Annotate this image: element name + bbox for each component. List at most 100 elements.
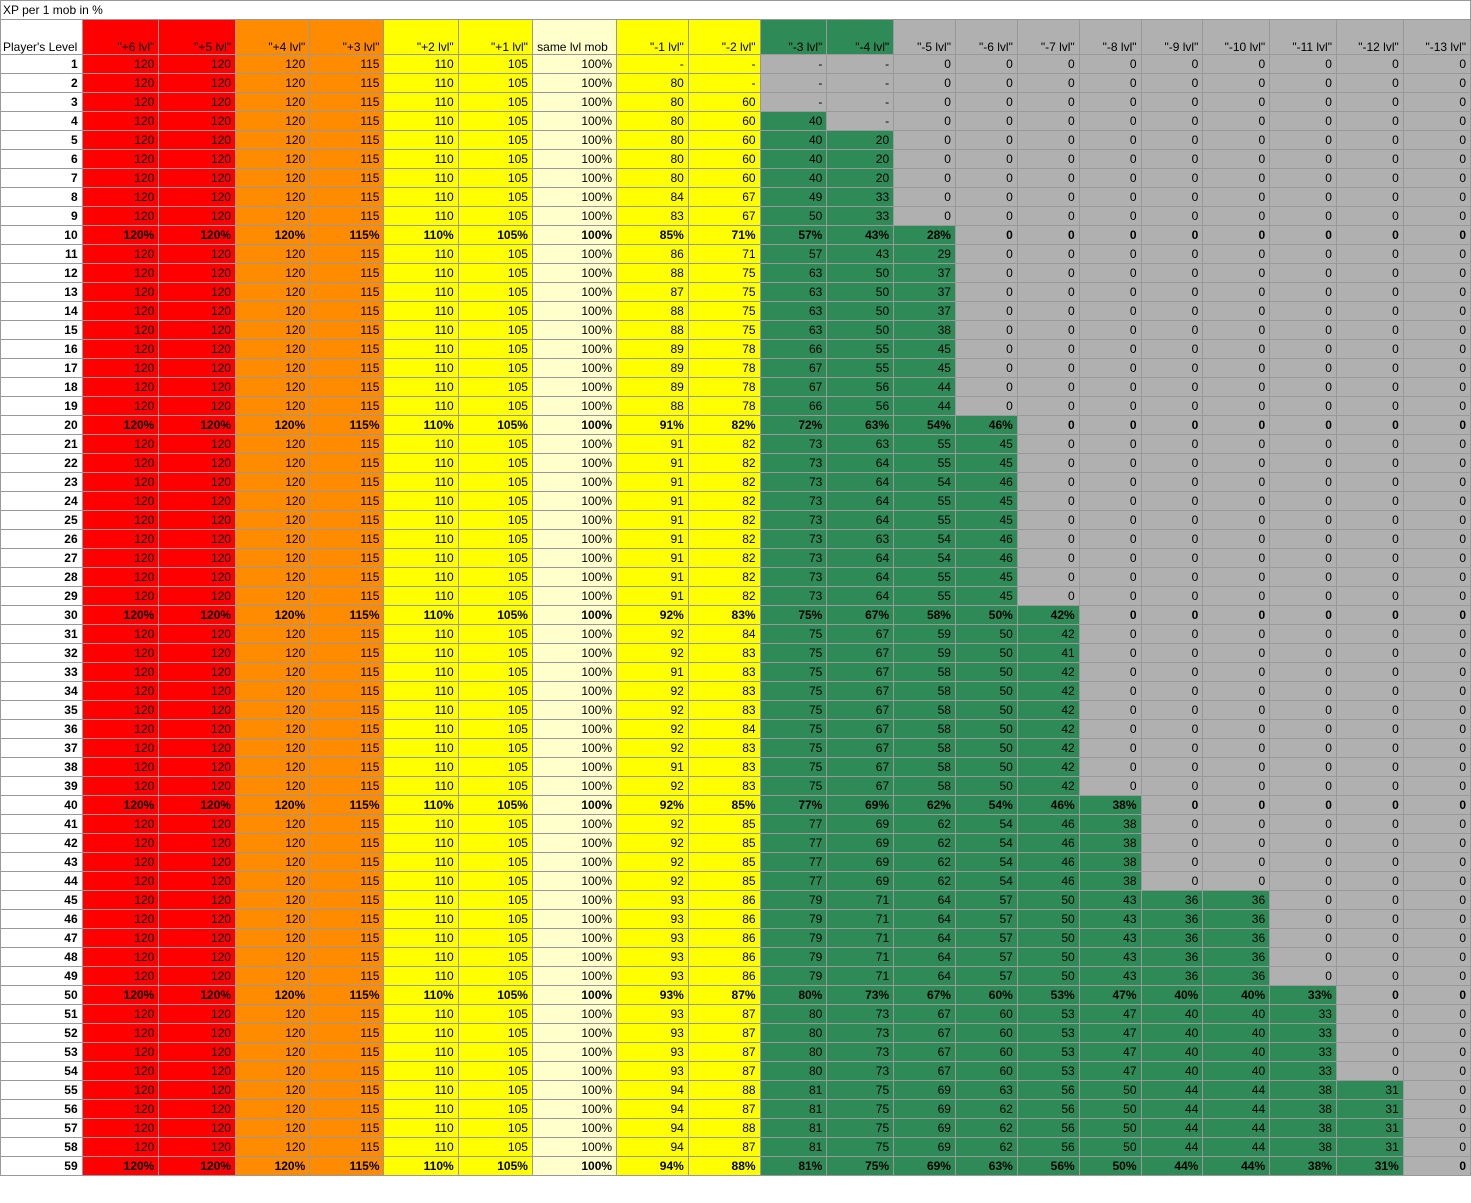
xp-cell: 120 xyxy=(236,55,310,74)
xp-cell: 120 xyxy=(159,511,236,530)
xp-cell: 100% xyxy=(532,435,616,454)
xp-cell: 115 xyxy=(310,131,384,150)
xp-cell: 87 xyxy=(688,1043,760,1062)
xp-cell: 71 xyxy=(827,891,894,910)
xp-cell: 87 xyxy=(688,1024,760,1043)
xp-cell: 0 xyxy=(1270,169,1337,188)
xp-cell: 120 xyxy=(236,663,310,682)
player-level: 36 xyxy=(1,720,83,739)
xp-cell: 0 xyxy=(1403,625,1470,644)
xp-cell: 0 xyxy=(1336,492,1403,511)
xp-cell: 115 xyxy=(310,454,384,473)
player-level: 56 xyxy=(1,1100,83,1119)
xp-cell: 120 xyxy=(236,340,310,359)
xp-cell: 100% xyxy=(532,1157,616,1176)
table-row: 15120120120115110105100%8875635038000000… xyxy=(1,321,1471,340)
xp-cell: 0 xyxy=(1336,853,1403,872)
xp-cell: 0 xyxy=(1203,663,1270,682)
xp-cell: 50 xyxy=(827,264,894,283)
xp-cell: 115% xyxy=(310,606,384,625)
table-row: 23120120120115110105100%9182736454460000… xyxy=(1,473,1471,492)
xp-cell: 0 xyxy=(1203,796,1270,815)
xp-cell: 0 xyxy=(894,112,956,131)
xp-cell: 120 xyxy=(82,359,159,378)
xp-cell: 33% xyxy=(1270,986,1337,1005)
xp-cell: 0 xyxy=(1141,359,1203,378)
xp-cell: 0 xyxy=(1141,720,1203,739)
xp-cell: 105 xyxy=(458,283,532,302)
player-level: 32 xyxy=(1,644,83,663)
xp-cell: 0 xyxy=(1336,967,1403,986)
xp-cell: 20 xyxy=(827,131,894,150)
xp-cell: 60 xyxy=(688,169,760,188)
xp-cell: 0 xyxy=(1017,188,1079,207)
xp-cell: 120% xyxy=(82,416,159,435)
xp-cell: 82 xyxy=(688,587,760,606)
xp-cell: 53 xyxy=(1017,1024,1079,1043)
xp-cell: 115 xyxy=(310,1081,384,1100)
xp-cell: 63 xyxy=(760,283,827,302)
xp-cell: 79 xyxy=(760,967,827,986)
xp-cell: 0 xyxy=(1403,283,1470,302)
xp-cell: 64 xyxy=(827,473,894,492)
xp-cell: 100% xyxy=(532,150,616,169)
player-level: 3 xyxy=(1,93,83,112)
xp-cell: 120 xyxy=(159,112,236,131)
xp-cell: 82 xyxy=(688,454,760,473)
xp-cell: 40 xyxy=(1141,1062,1203,1081)
xp-cell: 110 xyxy=(384,853,458,872)
xp-cell: 62 xyxy=(955,1119,1017,1138)
xp-cell: 0 xyxy=(955,264,1017,283)
xp-cell: 0 xyxy=(1203,207,1270,226)
xp-cell: 100% xyxy=(532,929,616,948)
xp-cell: 47 xyxy=(1079,1043,1141,1062)
xp-cell: 0 xyxy=(955,245,1017,264)
xp-cell: 0 xyxy=(1203,74,1270,93)
xp-cell: 0 xyxy=(1336,644,1403,663)
xp-cell: 105 xyxy=(458,454,532,473)
table-row: 45120120120115110105100%9386797164575043… xyxy=(1,891,1471,910)
xp-cell: - xyxy=(688,55,760,74)
table-row: 50120%120%120%115%110%105%100%93%87%80%7… xyxy=(1,986,1471,1005)
xp-cell: 75 xyxy=(760,720,827,739)
xp-cell: 110 xyxy=(384,131,458,150)
xp-cell: 0 xyxy=(1203,283,1270,302)
xp-cell: 45 xyxy=(955,587,1017,606)
xp-cell: 120 xyxy=(82,283,159,302)
xp-cell: 0 xyxy=(1403,93,1470,112)
xp-cell: 40% xyxy=(1141,986,1203,1005)
table-row: 48120120120115110105100%9386797164575043… xyxy=(1,948,1471,967)
xp-cell: 0 xyxy=(1141,739,1203,758)
player-level: 39 xyxy=(1,777,83,796)
xp-cell: 0 xyxy=(1079,55,1141,74)
xp-cell: 80 xyxy=(617,74,689,93)
xp-cell: 43 xyxy=(1079,929,1141,948)
xp-cell: 60 xyxy=(955,1043,1017,1062)
table-row: 7120120120115110105100%80604020000000000 xyxy=(1,169,1471,188)
xp-cell: 54 xyxy=(955,872,1017,891)
xp-cell: 0 xyxy=(1336,435,1403,454)
xp-cell: 0 xyxy=(1403,549,1470,568)
xp-cell: 50 xyxy=(955,701,1017,720)
xp-cell: 0 xyxy=(1141,150,1203,169)
xp-cell: 93 xyxy=(617,1062,689,1081)
xp-cell: 100% xyxy=(532,283,616,302)
table-row: 25120120120115110105100%9182736455450000… xyxy=(1,511,1471,530)
xp-cell: 0 xyxy=(1270,834,1337,853)
xp-cell: 110 xyxy=(384,473,458,492)
xp-cell: 0 xyxy=(1336,568,1403,587)
xp-cell: 0 xyxy=(1079,758,1141,777)
xp-cell: 0 xyxy=(1336,511,1403,530)
table-body: 1120120120115110105100%----0000000002120… xyxy=(1,55,1471,1176)
xp-cell: 0 xyxy=(1270,416,1337,435)
xp-cell: 0 xyxy=(1017,340,1079,359)
xp-cell: 0 xyxy=(1403,226,1470,245)
xp-cell: 120 xyxy=(82,93,159,112)
xp-cell: 0 xyxy=(1403,701,1470,720)
xp-cell: 86 xyxy=(617,245,689,264)
xp-cell: 120 xyxy=(82,1024,159,1043)
table-row: 36120120120115110105100%9284756758504200… xyxy=(1,720,1471,739)
xp-cell: 50% xyxy=(1079,1157,1141,1176)
xp-cell: 54 xyxy=(894,530,956,549)
xp-cell: 120 xyxy=(236,1043,310,1062)
